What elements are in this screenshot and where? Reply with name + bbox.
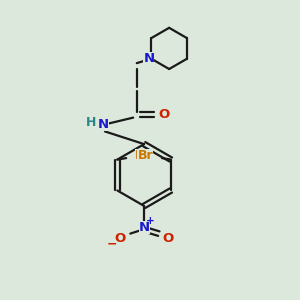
Text: O: O — [158, 108, 170, 121]
Text: +: + — [146, 216, 155, 226]
Text: N: N — [143, 52, 155, 65]
Text: Br: Br — [137, 149, 153, 162]
Text: Br: Br — [135, 149, 151, 162]
Text: O: O — [114, 232, 126, 245]
Text: N: N — [139, 220, 150, 234]
Text: H: H — [86, 116, 96, 129]
Text: −: − — [106, 238, 117, 251]
Text: N: N — [98, 118, 109, 131]
Text: O: O — [163, 232, 174, 245]
